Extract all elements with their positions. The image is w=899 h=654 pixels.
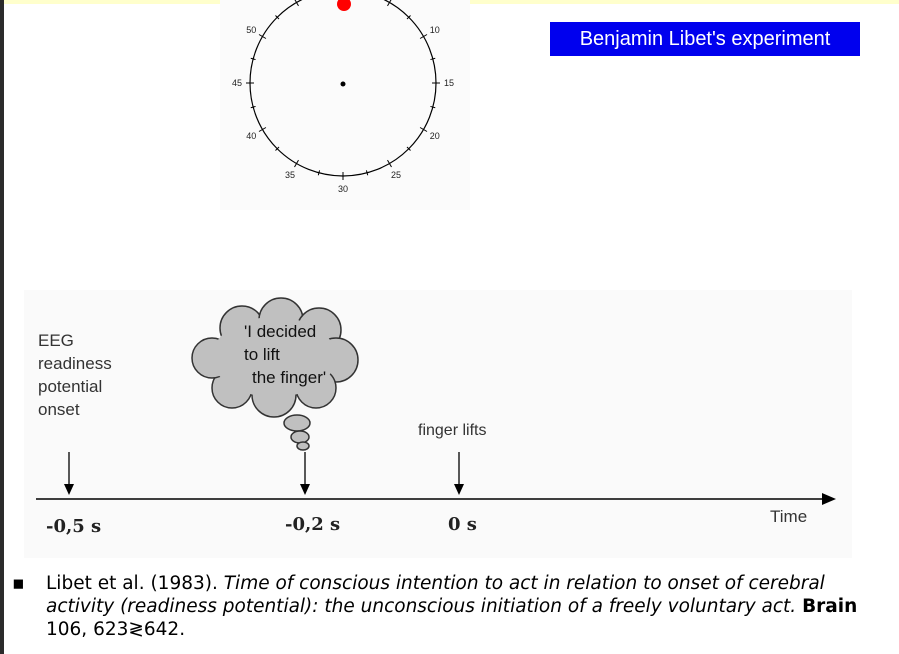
clock-tick — [406, 15, 411, 20]
clock-tick — [430, 57, 436, 61]
thought-line-3: the finger' — [252, 368, 326, 387]
tick-label-minus-0-2: -0,2 s — [285, 514, 340, 535]
bullet-icon: ▪ — [12, 573, 25, 594]
clock-labels: 10 15 20 25 30 35 40 45 50 — [232, 25, 454, 194]
clock-tick — [258, 34, 267, 39]
arrow-finger-head — [454, 484, 464, 495]
clock-tick — [419, 34, 428, 39]
slide-title: Benjamin Libet's experiment — [550, 22, 860, 56]
citation-title: Time of conscious intention to act in re… — [46, 573, 825, 617]
clock-tick — [258, 127, 267, 132]
time-axis-arrowhead — [822, 493, 836, 505]
clock-tick-label: 20 — [430, 131, 440, 141]
left-border — [0, 0, 4, 654]
thought-cloud — [191, 297, 359, 451]
clock-tick-label: 25 — [391, 170, 401, 180]
clock-tick — [430, 105, 436, 109]
citation-authors: Libet et al. (1983). — [46, 573, 218, 594]
clock-tick-label: 45 — [232, 78, 242, 88]
eeg-label-line-3: potential — [38, 377, 102, 396]
clock-tick — [275, 15, 280, 20]
clock-diagram: 10 15 20 25 30 35 40 45 50 — [220, 0, 470, 210]
clock-tick — [387, 159, 392, 168]
finger-lifts-label: finger lifts — [418, 422, 486, 439]
citation-text: Libet et al. (1983). Time of conscious i… — [46, 572, 892, 641]
clock-tick — [250, 105, 256, 109]
clock-red-marker — [337, 0, 351, 11]
clock-tick — [365, 170, 369, 176]
clock-tick — [250, 57, 256, 61]
clock-tick — [387, 0, 392, 7]
eeg-label-line-2: readiness — [38, 354, 112, 373]
clock-tick — [317, 170, 321, 176]
arrow-eeg-head — [64, 484, 74, 495]
tick-label-0: 0 s — [448, 514, 477, 535]
citation-journal: Brain — [802, 596, 858, 617]
clock-tick-label: 10 — [430, 25, 440, 35]
clock-tick-label: 40 — [246, 131, 256, 141]
thought-line-2: to lift — [244, 345, 280, 364]
eeg-label-line-1: EEG — [38, 331, 74, 350]
thought-line-1: 'I decided — [244, 322, 316, 341]
clock-tick — [406, 146, 411, 151]
clock-background — [220, 0, 470, 210]
citation-volume-pages: 106, 623≷642. — [46, 619, 186, 640]
clock-center-dot — [340, 81, 346, 87]
timeline-panel — [24, 290, 852, 558]
timeline-diagram: EEG readiness potential onset 'I decided… — [36, 297, 836, 537]
clock-tick-label: 15 — [444, 78, 454, 88]
clock-ticks — [246, 0, 440, 180]
clock-tick-label: 30 — [338, 184, 348, 194]
time-axis-label: Time — [770, 507, 807, 526]
eeg-label-line-4: onset — [38, 400, 80, 419]
tick-label-minus-0-5: -0,5 s — [46, 516, 101, 537]
clock-tick — [419, 127, 428, 132]
clock-tick — [294, 159, 299, 168]
arrow-decision-head — [300, 484, 310, 495]
clock-tick-label: 50 — [246, 25, 256, 35]
clock-tick — [275, 146, 280, 151]
clock-tick — [294, 0, 299, 7]
clock-tick-label: 35 — [285, 170, 295, 180]
